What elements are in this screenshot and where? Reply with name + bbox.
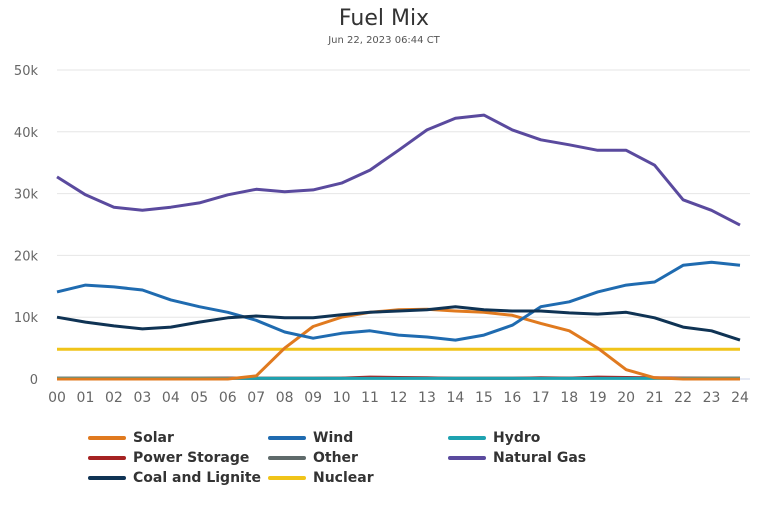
x-tick-label: 15	[475, 390, 493, 406]
legend-swatch	[268, 475, 306, 480]
chart-subtitle: Jun 22, 2023 06:44 CT	[328, 35, 440, 46]
legend-label: Hydro	[493, 429, 541, 446]
y-tick-label: 40k	[14, 126, 39, 141]
legend-label: Other	[313, 449, 358, 466]
x-tick-label: 10	[333, 390, 351, 406]
x-tick-label: 04	[162, 390, 180, 406]
x-tick-label: 14	[447, 390, 465, 406]
y-tick-label: 50k	[14, 64, 39, 79]
legend: Solar Wind Hydro Power Storage Other Natural …	[88, 428, 628, 487]
x-tick-label: 13	[418, 390, 436, 406]
x-tick-label: 23	[703, 390, 721, 406]
legend-label: Solar	[133, 429, 174, 446]
legend-swatch	[88, 475, 126, 480]
x-tick-label: 00	[48, 390, 66, 406]
x-tick-label: 11	[361, 390, 379, 406]
x-tick-label: 12	[390, 390, 408, 406]
x-tick-label: 06	[219, 390, 237, 406]
series-line-solar	[57, 307, 740, 381]
legend-label: Power Storage	[133, 449, 250, 466]
legend-label: Coal and Lignite	[133, 469, 262, 486]
x-tick-label: 19	[589, 390, 607, 406]
x-tick-label: 16	[503, 390, 521, 406]
chart-title: Fuel Mix	[338, 6, 430, 31]
x-tick-label: 22	[674, 390, 692, 406]
fuel-mix-chart: 0 10k 20k 30k 40k 50k 00 01 02 03 04 05 06 07 08 09 10 11…	[14, 64, 750, 406]
x-tick-label: 03	[133, 390, 151, 406]
legend-swatch	[268, 455, 306, 460]
x-tick-label: 02	[105, 390, 123, 406]
legend-item[interactable]: Hydro	[448, 428, 628, 447]
y-tick-label: 10k	[14, 311, 39, 326]
legend-swatch	[88, 435, 126, 440]
legend-label: Nuclear	[313, 469, 374, 486]
legend-swatch	[448, 435, 486, 440]
legend-item[interactable]: Wind	[268, 428, 448, 447]
legend-item[interactable]: Nuclear	[268, 468, 448, 487]
x-tick-label: 08	[276, 390, 294, 406]
legend-item[interactable]: Coal and Lignite	[88, 468, 268, 487]
x-tick-label: 18	[560, 390, 578, 406]
y-tick-label: 30k	[14, 188, 39, 203]
x-tick-label: 17	[532, 390, 550, 406]
x-tick-label: 07	[247, 390, 265, 406]
legend-swatch	[448, 455, 486, 460]
legend-item[interactable]: Other	[268, 448, 448, 467]
legend-label: Wind	[313, 429, 354, 446]
x-tick-label: 21	[646, 390, 664, 406]
x-tick-label: 24	[731, 390, 749, 406]
series-line-wind	[56, 260, 741, 342]
x-tick-label: 01	[77, 390, 95, 406]
x-tick-label: 05	[190, 390, 208, 406]
legend-label: Natural Gas	[493, 449, 587, 466]
series-line-natural-gas	[56, 113, 741, 227]
series-line-coal-and-lignite	[56, 305, 741, 342]
legend-item[interactable]: Solar	[88, 428, 268, 447]
y-tick-label: 20k	[14, 249, 39, 264]
x-tick-label: 09	[304, 390, 322, 406]
x-tick-label: 20	[617, 390, 635, 406]
legend-swatch	[268, 435, 306, 440]
y-tick-label: 0	[30, 373, 38, 388]
legend-item[interactable]: Natural Gas	[448, 448, 628, 467]
legend-item[interactable]: Power Storage	[88, 448, 268, 467]
legend-swatch	[88, 455, 126, 460]
